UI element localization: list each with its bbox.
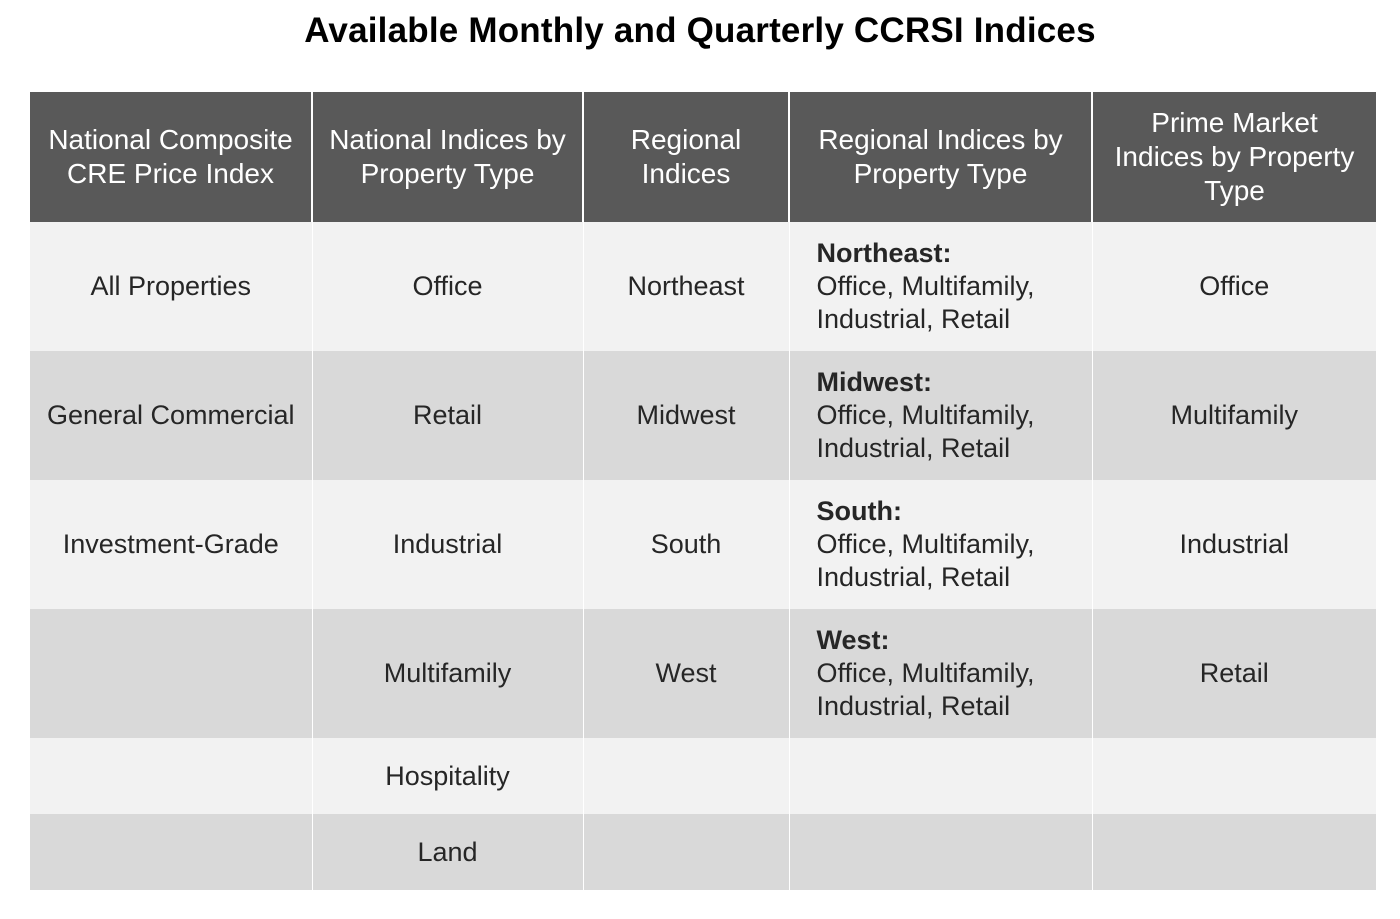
region-property-types: Office, Multifamily, Industrial, Retail [816, 271, 1035, 334]
cell-regional: Northeast [582, 222, 789, 351]
cell-prime-market [1091, 738, 1376, 814]
cell-national-property-type: Office [311, 222, 583, 351]
cell-regional-by-type: Midwest: Office, Multifamily, Industrial… [788, 351, 1092, 480]
region-property-types: Office, Multifamily, Industrial, Retail [816, 400, 1035, 463]
cell-prime-market: Industrial [1091, 480, 1376, 609]
table-row: Land [30, 814, 1376, 890]
cell-national-property-type: Land [311, 814, 583, 890]
cell-regional [582, 814, 789, 890]
cell-regional-by-type: South: Office, Multifamily, Industrial, … [788, 480, 1092, 609]
table-row: Investment-Grade Industrial South South:… [30, 480, 1376, 609]
table-row: General Commercial Retail Midwest Midwes… [30, 351, 1376, 480]
cell-regional-by-type: Northeast: Office, Multifamily, Industri… [788, 222, 1092, 351]
region-name: West: [816, 625, 890, 655]
region-name: Midwest: [816, 367, 933, 397]
page-title: Available Monthly and Quarterly CCRSI In… [304, 11, 1096, 50]
cell-national-composite [30, 814, 312, 890]
region-name: Northeast: [816, 238, 952, 268]
cell-prime-market [1091, 814, 1376, 890]
column-header-national-composite: National Composite CRE Price Index [30, 92, 312, 222]
column-header-regional-by-property-type: Regional Indices by Property Type [788, 92, 1092, 222]
cell-regional-by-type: West: Office, Multifamily, Industrial, R… [788, 609, 1092, 738]
cell-prime-market: Office [1091, 222, 1376, 351]
table-row: Hospitality [30, 738, 1376, 814]
region-property-types: Office, Multifamily, Industrial, Retail [816, 658, 1035, 721]
column-header-national-by-property-type: National Indices by Property Type [311, 92, 583, 222]
cell-prime-market: Multifamily [1091, 351, 1376, 480]
table-row: Multifamily West West: Office, Multifami… [30, 609, 1376, 738]
cell-regional: South [582, 480, 789, 609]
cell-national-property-type: Hospitality [311, 738, 583, 814]
cell-national-property-type: Multifamily [311, 609, 583, 738]
cell-regional-by-type [788, 738, 1092, 814]
region-name: South: [816, 496, 902, 526]
table-header-row: National Composite CRE Price Index Natio… [30, 92, 1376, 222]
column-header-regional: Regional Indices [582, 92, 789, 222]
cell-regional: West [582, 609, 789, 738]
cell-national-property-type: Industrial [311, 480, 583, 609]
cell-national-composite [30, 738, 312, 814]
column-header-prime-market: Prime Market Indices by Property Type [1091, 92, 1376, 222]
cell-prime-market: Retail [1091, 609, 1376, 738]
cell-regional-by-type [788, 814, 1092, 890]
cell-regional [582, 738, 789, 814]
region-property-types: Office, Multifamily, Industrial, Retail [816, 529, 1035, 592]
table-row: All Properties Office Northeast Northeas… [30, 222, 1376, 351]
indices-table: National Composite CRE Price Index Natio… [30, 92, 1376, 890]
cell-national-property-type: Retail [311, 351, 583, 480]
cell-national-composite [30, 609, 312, 738]
cell-national-composite: All Properties [30, 222, 312, 351]
cell-regional: Midwest [582, 351, 789, 480]
cell-national-composite: Investment-Grade [30, 480, 312, 609]
cell-national-composite: General Commercial [30, 351, 312, 480]
